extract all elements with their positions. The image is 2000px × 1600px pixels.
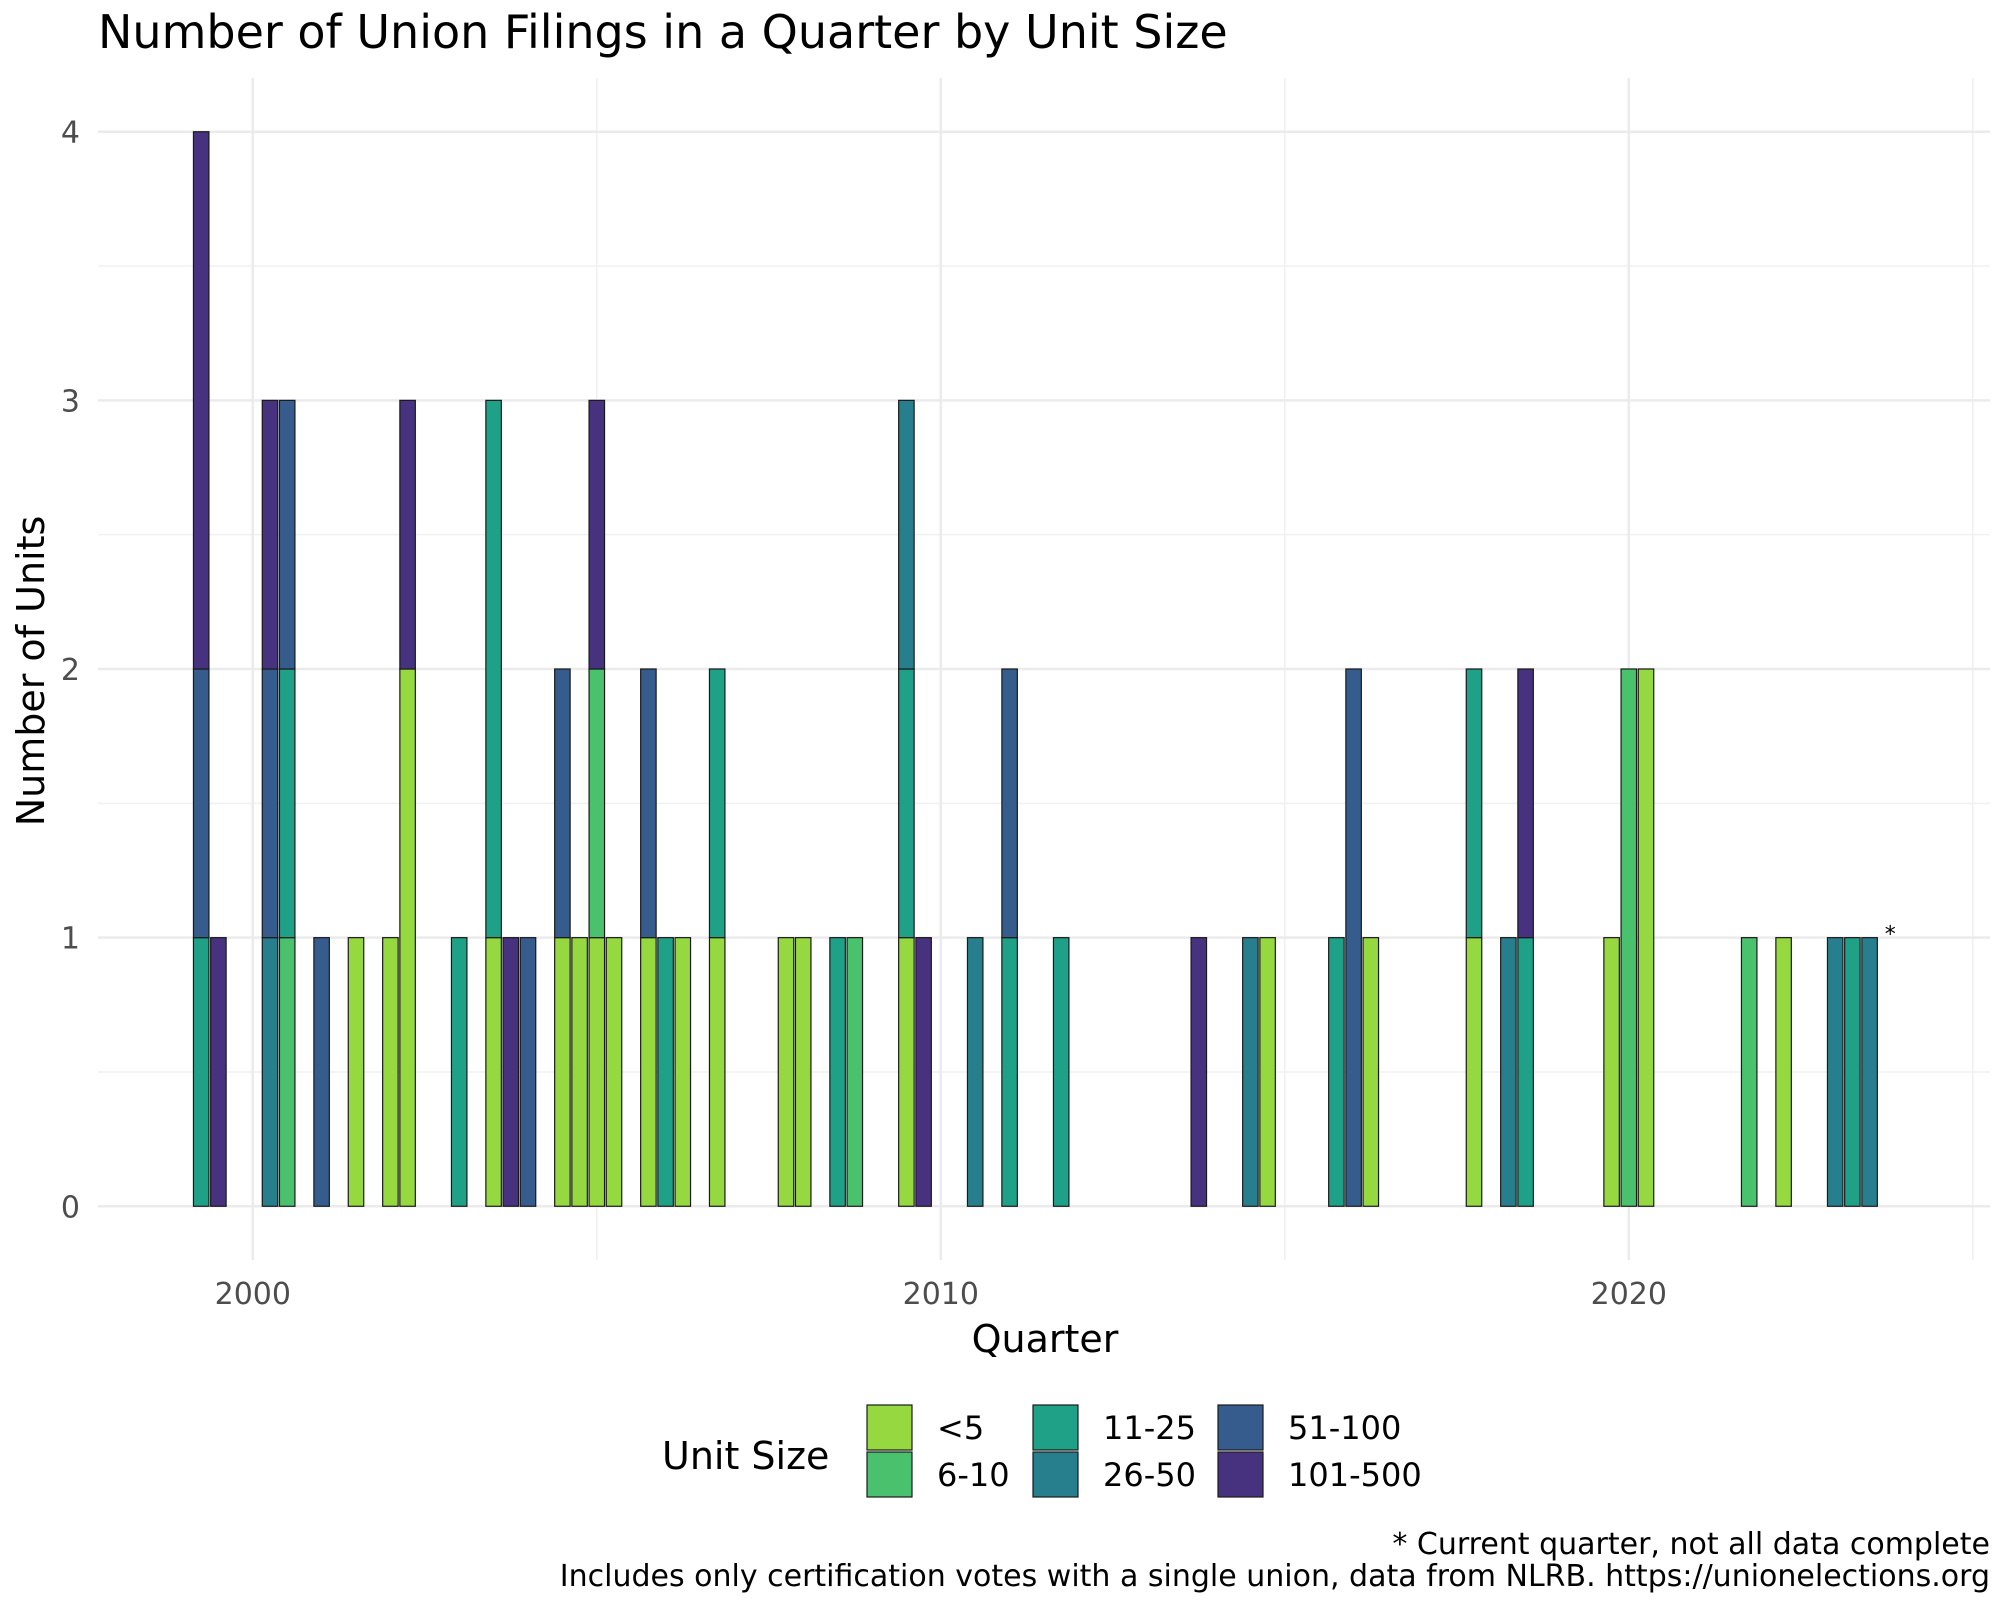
y-tick-label: 4 — [61, 116, 80, 151]
y-tick-label: 3 — [61, 384, 80, 419]
bar-segment — [1620, 668, 1638, 1207]
bar-segment — [1603, 937, 1620, 1207]
bar-segment — [261, 668, 279, 939]
bar-segment — [640, 668, 657, 939]
bars — [192, 131, 1878, 1207]
bar-segment — [674, 937, 692, 1207]
bar-segment — [1001, 937, 1018, 1207]
bar-segment — [261, 937, 279, 1207]
x-tick-label: 2010 — [903, 1277, 979, 1312]
bar-segment — [382, 937, 399, 1207]
bar-segment — [192, 131, 210, 670]
caption-line-1: * Current quarter, not all data complete — [1392, 1527, 1990, 1562]
bar-segment — [1826, 937, 1844, 1207]
bar-segment — [450, 937, 468, 1207]
bar-segment — [399, 668, 416, 1207]
bar-segment — [1345, 668, 1362, 1207]
legend-label: 26-50 — [1103, 1456, 1196, 1494]
legend-swatch — [1032, 1404, 1079, 1451]
bar-segment — [1637, 668, 1655, 1207]
bar-segment — [1844, 937, 1861, 1207]
bar-segment — [485, 937, 502, 1207]
major-gridlines — [98, 78, 1990, 1260]
legend-label: 51-100 — [1288, 1409, 1401, 1447]
legend-swatch — [1217, 1451, 1264, 1498]
bar-segment — [588, 399, 606, 670]
bar-segment — [898, 937, 915, 1207]
bar-segment — [708, 937, 726, 1207]
bar-segment — [347, 937, 365, 1207]
bar-segment — [502, 937, 520, 1207]
tick-labels: 0 1 2 3 4 2000 2010 2020 — [61, 116, 1667, 1312]
bar-segment — [1740, 937, 1758, 1207]
bar-segment — [1001, 668, 1018, 939]
y-axis-label: Number of Units — [9, 516, 53, 827]
bar-segment — [1242, 937, 1259, 1207]
annotations: * — [1885, 923, 1896, 948]
bar-segment — [1052, 937, 1070, 1207]
x-tick-label: 2000 — [215, 1277, 291, 1312]
bar-segment — [657, 937, 674, 1207]
bar-segment — [278, 937, 296, 1207]
bar-segment — [261, 399, 279, 670]
bar-segment — [794, 937, 812, 1207]
bar-segment — [1362, 937, 1380, 1207]
bar-segment — [210, 937, 227, 1207]
y-tick-label: 2 — [61, 653, 80, 688]
legend: Unit Size <5 6-10 11-25 26-50 51-100 101-500 — [662, 1404, 1422, 1498]
bar-segment — [1190, 937, 1208, 1207]
bar-segment — [519, 937, 537, 1207]
bar-segment — [1861, 937, 1878, 1207]
bar-segment — [640, 937, 657, 1207]
bar-segment — [1328, 937, 1345, 1207]
bar-segment — [571, 937, 588, 1207]
bar-segment — [1517, 937, 1534, 1207]
bar-segment — [192, 668, 210, 939]
legend-label: 6-10 — [937, 1456, 1010, 1494]
bar-segment — [554, 937, 571, 1207]
bar-segment — [1500, 937, 1517, 1207]
bar-segment — [605, 937, 623, 1207]
bar-segment — [1517, 668, 1534, 939]
legend-label: 11-25 — [1103, 1409, 1196, 1447]
bar-segment — [588, 937, 606, 1207]
annotation-asterisk: * — [1885, 923, 1896, 948]
bar-segment — [966, 937, 984, 1207]
bar-segment — [399, 399, 416, 670]
bar-segment — [278, 399, 296, 670]
y-tick-label: 0 — [61, 1190, 80, 1225]
legend-label: 101-500 — [1288, 1456, 1422, 1494]
bar-segment — [898, 668, 915, 939]
x-tick-label: 2020 — [1591, 1277, 1667, 1312]
legend-swatch — [1032, 1451, 1079, 1498]
bar-segment — [485, 399, 502, 939]
legend-label: <5 — [937, 1409, 984, 1447]
bar-segment — [829, 937, 846, 1207]
bar-segment — [278, 668, 296, 939]
bar-segment — [708, 668, 726, 939]
bar-segment — [192, 937, 210, 1207]
bar-segment — [588, 668, 606, 939]
bar-segment — [554, 668, 571, 939]
bar-segment — [1775, 937, 1792, 1207]
chart-title: Number of Union Filings in a Quarter by … — [98, 5, 1228, 59]
bar-segment — [915, 937, 932, 1207]
bar-segment — [1465, 937, 1483, 1207]
y-tick-label: 1 — [61, 922, 80, 957]
bar-segment — [1465, 668, 1483, 939]
bar-segment — [777, 937, 795, 1207]
legend-swatch — [866, 1451, 913, 1498]
legend-title: Unit Size — [662, 1434, 829, 1478]
legend-swatch — [866, 1404, 913, 1451]
x-axis-label: Quarter — [972, 1317, 1119, 1361]
bar-segment — [313, 937, 330, 1207]
bar-segment — [846, 937, 864, 1207]
legend-swatch — [1217, 1404, 1264, 1451]
bar-segment — [898, 399, 915, 670]
caption-line-2: Includes only certification votes with a… — [560, 1559, 1990, 1594]
bar-segment — [1259, 937, 1276, 1207]
